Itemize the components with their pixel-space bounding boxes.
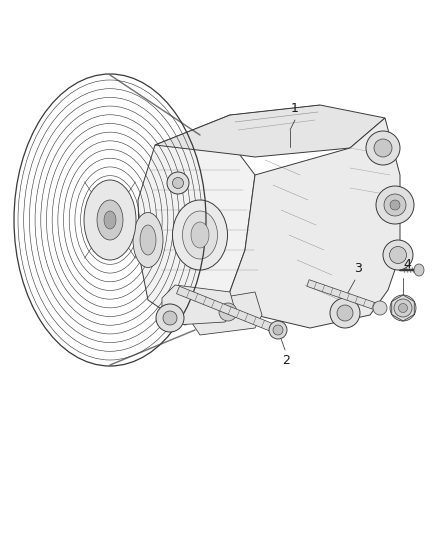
- Ellipse shape: [383, 240, 413, 270]
- Polygon shape: [162, 285, 235, 325]
- Polygon shape: [177, 286, 275, 332]
- Ellipse shape: [167, 172, 189, 194]
- Ellipse shape: [390, 295, 416, 321]
- Ellipse shape: [156, 304, 184, 332]
- Ellipse shape: [414, 264, 424, 276]
- Polygon shape: [225, 118, 400, 328]
- Text: 2: 2: [282, 353, 290, 367]
- Ellipse shape: [133, 213, 163, 268]
- Ellipse shape: [191, 222, 209, 248]
- Ellipse shape: [376, 186, 414, 224]
- Ellipse shape: [399, 303, 407, 312]
- Polygon shape: [138, 115, 255, 325]
- Ellipse shape: [337, 305, 353, 321]
- Ellipse shape: [373, 301, 387, 315]
- Ellipse shape: [173, 177, 184, 189]
- Ellipse shape: [163, 311, 177, 325]
- Ellipse shape: [219, 303, 237, 321]
- Ellipse shape: [183, 211, 218, 259]
- Ellipse shape: [330, 298, 360, 328]
- Polygon shape: [155, 105, 385, 157]
- Ellipse shape: [84, 180, 136, 260]
- Text: 3: 3: [354, 262, 362, 274]
- Ellipse shape: [374, 139, 392, 157]
- Ellipse shape: [269, 321, 287, 339]
- Ellipse shape: [389, 246, 406, 263]
- Ellipse shape: [97, 200, 123, 240]
- Ellipse shape: [104, 211, 116, 229]
- Ellipse shape: [366, 131, 400, 165]
- Text: 1: 1: [291, 101, 299, 115]
- Ellipse shape: [394, 299, 412, 317]
- Ellipse shape: [173, 200, 227, 270]
- Text: 4: 4: [403, 259, 411, 271]
- Ellipse shape: [140, 225, 156, 255]
- Ellipse shape: [390, 200, 400, 210]
- Ellipse shape: [384, 194, 406, 216]
- Polygon shape: [190, 292, 262, 335]
- Ellipse shape: [273, 325, 283, 335]
- Polygon shape: [307, 280, 381, 311]
